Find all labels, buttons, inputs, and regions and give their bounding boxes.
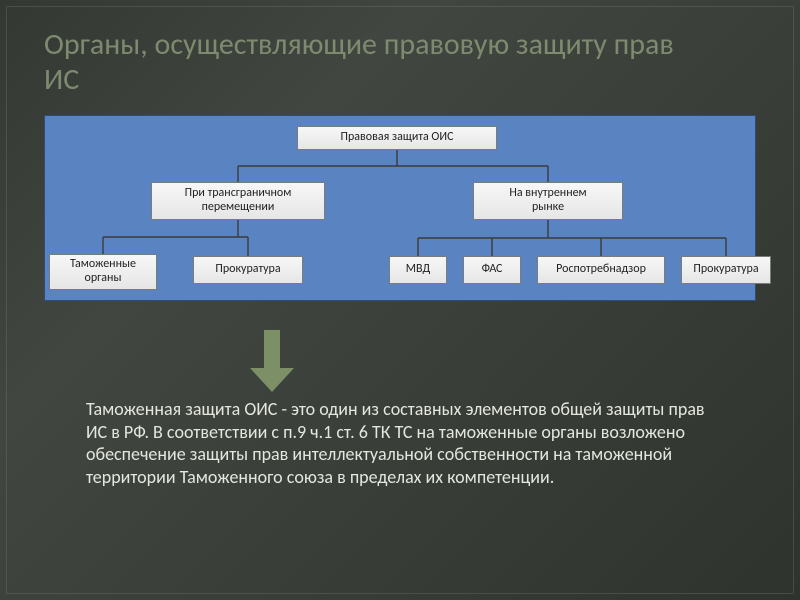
page-title: Органы, осуществляющие правовую защиту п… — [44, 28, 684, 97]
slide: Органы, осуществляющие правовую защиту п… — [0, 0, 800, 600]
chart-node-root: Правовая защита ОИС — [297, 126, 497, 150]
chart-node-l2: На внутреннем рынке — [473, 182, 623, 220]
chart-node-a2: Прокуратура — [193, 256, 303, 284]
down-arrow-icon — [250, 330, 294, 392]
chart-node-b1: МВД — [389, 256, 447, 284]
body-paragraph: Таможенная защита ОИС - это один из сост… — [86, 398, 726, 488]
chart-node-l1: При трансграничном перемещении — [151, 182, 325, 220]
chart-node-b4: Прокуратура — [681, 256, 771, 284]
org-chart-panel: Правовая защита ОИС При трансграничном пе… — [44, 115, 756, 301]
chart-node-b3: Роспотребнадзор — [537, 256, 665, 284]
chart-node-a1: Таможенные органы — [49, 254, 157, 290]
chart-node-b2: ФАС — [463, 256, 521, 284]
